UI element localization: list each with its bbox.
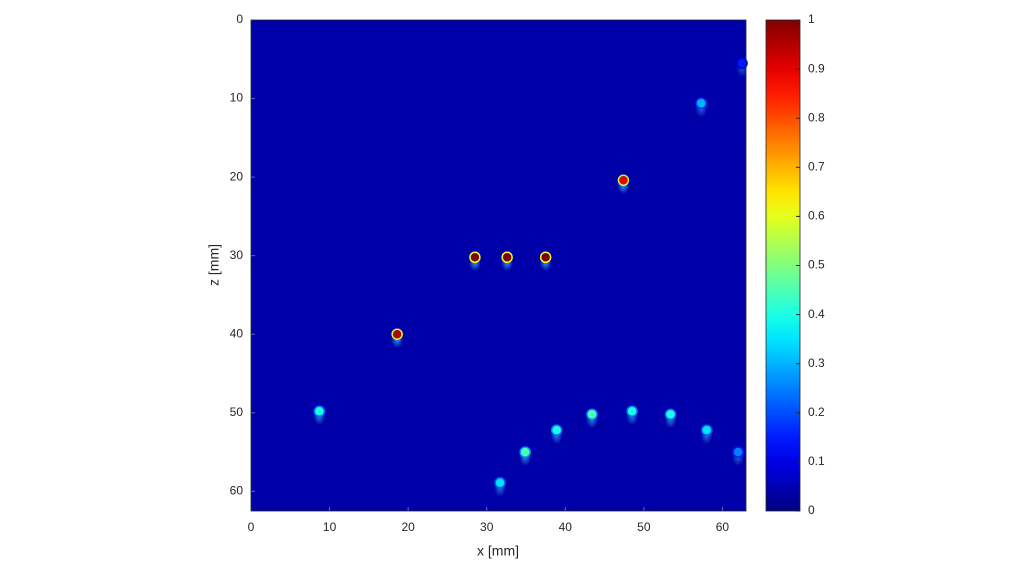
y-tick-label: 50	[230, 405, 244, 419]
colorbar-tick-label: 0.3	[808, 356, 825, 370]
spot	[700, 424, 713, 436]
y-tick-label: 0	[236, 12, 243, 26]
x-tick-label: 20	[401, 520, 415, 534]
x-tick-label: 10	[323, 520, 337, 534]
y-tick-label: 30	[230, 248, 244, 262]
colorbar-tick-label: 0.8	[808, 110, 825, 124]
plot-frame	[250, 19, 747, 512]
plot-background	[251, 20, 746, 511]
colorbar-tick-label: 0.1	[808, 454, 825, 468]
spot	[617, 174, 630, 187]
spot	[732, 446, 744, 458]
y-tick-label: 20	[230, 169, 244, 183]
colorbar-tick-label: 1	[808, 12, 815, 26]
spot	[695, 97, 707, 110]
spot	[626, 405, 638, 417]
colorbar-tick-label: 0.4	[808, 307, 825, 321]
colorbar-tick-label: 0.7	[808, 159, 825, 173]
x-axis-label: x [mm]	[477, 543, 519, 559]
spot	[736, 57, 748, 69]
y-axis-label: z [mm]	[206, 244, 222, 286]
y-tick-label: 40	[230, 326, 244, 340]
colorbar-tick-label: 0.6	[808, 209, 825, 223]
y-tick-label: 60	[230, 484, 244, 498]
x-tick-label: 60	[716, 520, 730, 534]
spot	[501, 251, 513, 264]
y-tick-label: 10	[230, 91, 244, 105]
spot	[519, 446, 531, 458]
colorbar-tick-label: 0.5	[808, 258, 825, 272]
spot	[539, 251, 552, 264]
colorbar-tick-label: 0.2	[808, 405, 825, 419]
spot	[469, 251, 481, 264]
spot	[391, 328, 403, 340]
colorbar-tick-label: 0	[808, 503, 815, 517]
colorbar	[765, 19, 801, 512]
x-tick-label: 40	[559, 520, 573, 534]
spot	[586, 408, 598, 421]
colorbar-tick-label: 0.9	[808, 61, 825, 75]
x-tick-label: 50	[637, 520, 651, 534]
spot	[550, 424, 563, 436]
x-tick-label: 30	[480, 520, 494, 534]
spot	[494, 476, 506, 489]
spot	[313, 405, 326, 417]
spot	[664, 408, 677, 421]
x-tick-label: 0	[248, 520, 255, 534]
